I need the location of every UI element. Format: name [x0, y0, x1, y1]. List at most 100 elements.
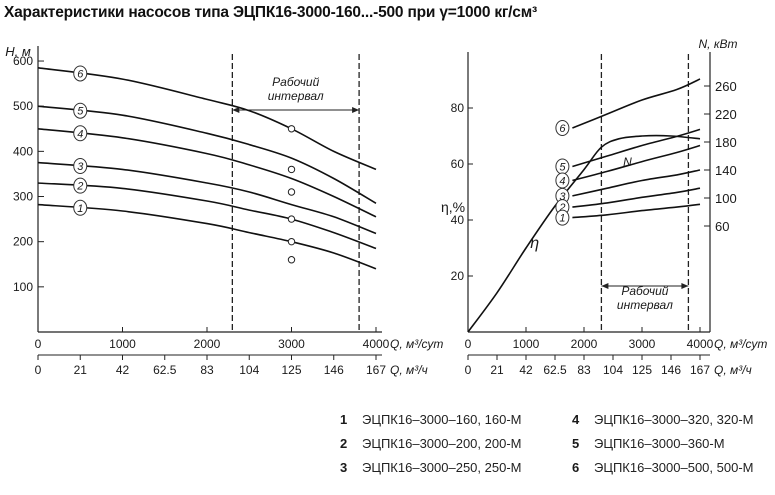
head-curve-5 [37, 105, 377, 204]
curve-number-label: 5 [559, 162, 566, 174]
operating-range-label: Рабочий [272, 75, 319, 89]
curve-number-label: 2 [558, 202, 565, 214]
head-chart: H, м 100 200 300 400 500 600 0 1000 2000 3000 4000 0… [5, 44, 443, 377]
x-tick-top-label: 1000 [109, 337, 136, 351]
legend-item: 3 ЭЦПК16–3000–250, 250-М [340, 460, 521, 475]
head-curve-1 [37, 203, 377, 270]
curve-number-badge [73, 177, 88, 194]
operating-point-marker [287, 165, 296, 174]
curve-number-label: 1 [77, 203, 83, 215]
y-tick-label-right: 260 [715, 79, 737, 94]
x-tick-bottom-label: 167 [690, 363, 710, 377]
curve-number-badge [73, 102, 88, 119]
legend-item: 6 ЭЦПК16–3000–500, 500-М [572, 460, 753, 475]
curve-number-label: 2 [76, 181, 83, 193]
curve-number-badge [555, 209, 570, 226]
curve-number-label: 3 [77, 161, 84, 173]
y-tick-label: 300 [13, 190, 33, 204]
legend-item: 1 ЭЦПК16–3000–160, 160-М [340, 412, 521, 427]
x-tick-bottom-label: 42 [116, 363, 130, 377]
curve-number-label: 6 [559, 123, 566, 135]
legend-text: ЭЦПК16–3000–160, 160-М [362, 412, 522, 427]
x-tick-top-label: 2000 [194, 337, 221, 351]
x-tick-bottom-label: 83 [577, 363, 591, 377]
x-tick-bottom-label: 104 [239, 363, 259, 377]
curve-number-badge [73, 199, 88, 216]
x-tick-bottom-label: 0 [35, 363, 42, 377]
page-title: Характеристики насосов типа ЭЦПК16-3000-… [4, 4, 537, 21]
y-tick-label-left: 40 [451, 213, 465, 227]
x-axis-label-bottom: Q, м³/ч [390, 363, 428, 377]
x-tick-top-label: 3000 [629, 337, 656, 351]
legend-item: 5 ЭЦПК16–3000–360-М [572, 436, 725, 451]
y-axis-label-left: η,% [441, 199, 465, 215]
legend-item: 2 ЭЦПК16–3000–200, 200-М [340, 436, 521, 451]
curve-number-badge [555, 120, 570, 136]
operating-point-marker [287, 125, 296, 133]
y-tick-label-right: 180 [715, 135, 737, 150]
x-tick-bottom-label: 83 [200, 363, 214, 377]
y-tick-label: 400 [13, 144, 33, 158]
y-tick-label-right: 60 [715, 219, 729, 234]
head-curve-4 [37, 128, 377, 218]
efficiency-curve-label: η [530, 235, 539, 252]
x-tick-top-label: 1000 [513, 337, 540, 351]
x-tick-bottom-label: 42 [519, 363, 533, 377]
power-curve-6 [572, 78, 701, 129]
efficiency-curve [467, 134, 701, 333]
x-tick-top-label: 3000 [278, 337, 305, 351]
operating-point-marker [287, 237, 296, 246]
x-tick-bottom-label: 104 [603, 363, 623, 377]
legend-text: ЭЦПК16–3000–320, 320-М [594, 412, 754, 427]
legend-text: ЭЦПК16–3000–360-М [594, 436, 725, 451]
power-curve-4 [572, 144, 701, 182]
curve-number-label: 4 [559, 176, 565, 188]
head-curve-2 [37, 182, 377, 250]
head-curve-6 [37, 67, 377, 171]
operating-range-label: интервал [268, 89, 324, 103]
legend-number: 4 [572, 412, 580, 427]
y-tick-label: 600 [13, 54, 33, 68]
y-tick-label-right: 220 [715, 107, 737, 122]
x-tick-bottom-label: 0 [465, 363, 472, 377]
x-tick-top-label: 0 [465, 337, 472, 351]
x-axis-label-top: Q, м³/сут [390, 337, 443, 351]
operating-range-arrowhead-right [681, 283, 689, 289]
curve-number-label: 6 [77, 68, 84, 80]
legend-number: 2 [340, 436, 348, 451]
curve-number-label: 3 [559, 191, 566, 203]
y-tick-label-left: 20 [451, 269, 465, 283]
y-tick-label-right: 100 [715, 191, 737, 206]
x-tick-top-label: 4000 [363, 337, 390, 351]
legend-number: 1 [340, 412, 348, 427]
y-axis-label-right: N, кВт [699, 37, 738, 51]
operating-range-arrowhead-left [232, 107, 240, 113]
x-tick-bottom-label: 62.5 [543, 363, 567, 377]
y-tick-label: 100 [13, 280, 33, 294]
legend-item: 4 ЭЦПК16–3000–320, 320-М [572, 412, 753, 427]
y-tick-label-right: 140 [715, 163, 737, 178]
x-axis-label-bottom: Q, м³/ч [714, 363, 752, 377]
legend-text: ЭЦПК16–3000–250, 250-М [362, 460, 522, 475]
legend-text: ЭЦПК16–3000–200, 200-М [362, 436, 522, 451]
y-axis-label: H, м [5, 44, 31, 59]
power-curve-5 [572, 128, 701, 168]
operating-range-label: интервал [617, 298, 673, 312]
legend-number: 3 [340, 460, 348, 475]
y-tick-label-left: 80 [451, 101, 465, 115]
curve-number-label: 1 [559, 213, 565, 225]
y-tick-label: 200 [13, 235, 33, 249]
power-curve-3 [572, 169, 701, 197]
y-tick-label: 500 [13, 99, 33, 113]
x-tick-bottom-label: 21 [74, 363, 88, 377]
x-tick-bottom-label: 21 [490, 363, 504, 377]
operating-point-marker [287, 256, 296, 264]
operating-range-arrowhead-left [601, 283, 609, 289]
operating-point-marker [287, 215, 296, 223]
power-curve-1 [572, 203, 701, 219]
y-tick-label-left: 60 [451, 157, 465, 171]
operating-range-arrowhead-right [352, 107, 360, 113]
x-tick-bottom-label: 125 [632, 363, 652, 377]
